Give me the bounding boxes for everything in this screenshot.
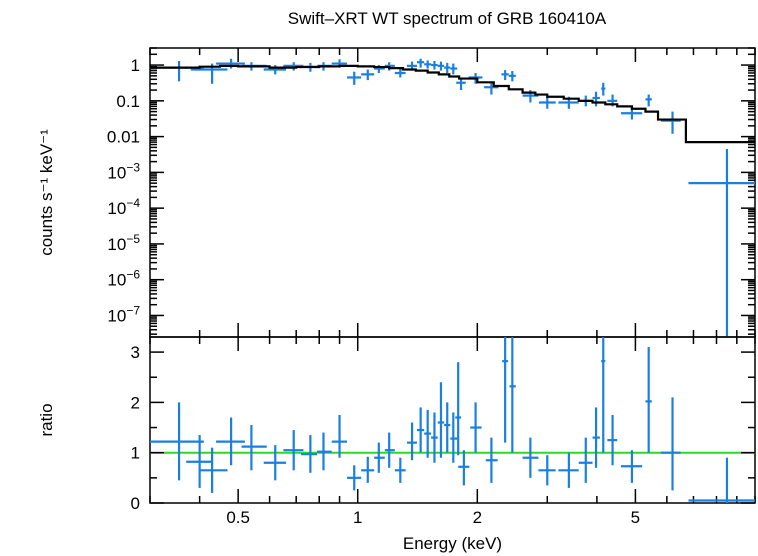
ratio-point xyxy=(645,347,652,453)
ratio-point xyxy=(406,422,418,461)
y-tick-label: 10−6 xyxy=(107,268,140,290)
ratio-point xyxy=(485,437,498,483)
ratio-point xyxy=(301,435,318,473)
ratio-point xyxy=(150,402,204,481)
ratio-data-points xyxy=(150,337,755,503)
spectrum-model-line xyxy=(150,64,755,144)
ratio-point xyxy=(450,412,458,463)
y-tick-label: 10−4 xyxy=(107,196,140,218)
ratio-point xyxy=(661,397,681,491)
spectrum-point xyxy=(283,62,304,71)
ratio-point xyxy=(621,450,643,483)
ratio-point xyxy=(384,432,395,468)
spectrum-y-axis-label: counts s⁻¹ keV⁻¹ xyxy=(37,129,56,256)
ratio-point xyxy=(502,337,509,443)
x-tick-label: 2 xyxy=(473,508,482,527)
spectrum-point xyxy=(688,149,755,337)
spectrum-point xyxy=(539,96,556,109)
spectrum-point xyxy=(347,71,362,85)
y-tick-label: 3 xyxy=(131,343,140,362)
spectrum-point xyxy=(508,71,516,82)
y-tick-label: 1 xyxy=(131,56,140,75)
spectrum-point xyxy=(361,69,375,81)
chart-title: Swift–XRT WT spectrum of GRB 160410A xyxy=(288,9,607,28)
y-tick-label: 10−3 xyxy=(107,160,140,182)
spectrum-point xyxy=(394,68,406,78)
ratio-panel-frame xyxy=(149,336,756,504)
ratio-point xyxy=(317,432,332,471)
spectrum-point xyxy=(645,94,652,107)
ratio-point xyxy=(374,442,385,473)
x-axis-label: Energy (keV) xyxy=(403,534,502,553)
spectrum-point xyxy=(601,82,606,96)
spectrum-ticks xyxy=(149,47,756,337)
spectrum-point xyxy=(444,62,451,74)
spectrum-point xyxy=(424,60,432,69)
ratio-point xyxy=(688,457,755,503)
spectrum-panel-frame xyxy=(149,47,756,338)
ratio-point xyxy=(455,362,462,456)
ratio-point xyxy=(607,414,618,466)
spectrum-point xyxy=(431,60,438,70)
y-tick-label: 0.01 xyxy=(107,128,140,147)
ratio-point xyxy=(558,452,579,488)
ratio-point xyxy=(331,414,348,458)
ratio-point xyxy=(216,417,245,466)
spectrum-point xyxy=(661,111,681,134)
y-tick-label: 1 xyxy=(131,444,140,463)
ratio-point xyxy=(522,437,539,478)
ratio-y-axis-label: ratio xyxy=(37,403,56,436)
x-tick-label: 5 xyxy=(631,508,640,527)
ratio-point xyxy=(509,337,516,453)
y-tick-label: 10−7 xyxy=(107,303,140,325)
ratio-point xyxy=(394,457,406,483)
spectrum-tick-labels: 1 0.1 0.01 10−3 10−4 10−5 10−6 10−7 xyxy=(107,56,140,325)
y-tick-label: 10−5 xyxy=(107,232,140,254)
x-tick-label: 0.5 xyxy=(226,508,250,527)
ratio-point xyxy=(241,425,267,471)
spectrum-point xyxy=(592,91,600,107)
spectrum-point xyxy=(417,58,425,68)
y-tick-label: 0.1 xyxy=(116,92,140,111)
spectrum-point xyxy=(484,82,499,95)
ratio-point xyxy=(424,409,432,458)
ratio-point xyxy=(347,465,362,491)
ratio-point xyxy=(601,337,606,453)
ratio-point xyxy=(458,450,470,486)
ratio-point xyxy=(199,447,228,493)
spectrum-panel: 1 0.1 0.01 10−3 10−4 10−5 10−6 10−7 counts s⁻¹ … xyxy=(37,47,756,338)
ratio-point xyxy=(538,455,556,486)
spectrum-point xyxy=(437,61,445,71)
spectrum-point xyxy=(150,60,204,82)
x-tick-label: 1 xyxy=(353,508,362,527)
y-tick-label: 2 xyxy=(131,393,140,412)
ratio-point xyxy=(283,430,304,471)
ratio-point xyxy=(444,402,451,453)
spectrum-point xyxy=(450,63,458,75)
ratio-point xyxy=(470,402,482,453)
ratio-ticks xyxy=(149,337,756,504)
ratio-panel: 0.5 1 2 5 0 1 2 3 ratio Energy (keV) xyxy=(37,336,756,553)
ratio-point xyxy=(592,407,600,468)
ratio-point xyxy=(437,382,445,458)
ratio-point xyxy=(186,435,213,488)
ratio-point xyxy=(431,412,438,463)
ratio-tick-labels: 0.5 1 2 5 0 1 2 3 xyxy=(131,343,641,527)
ratio-point xyxy=(417,407,425,453)
spectrum-point xyxy=(501,70,509,81)
ratio-point xyxy=(361,456,375,483)
spectrum-data-points xyxy=(150,58,755,337)
y-tick-label: 0 xyxy=(131,494,140,513)
ratio-point xyxy=(263,445,287,481)
ratio-point xyxy=(578,437,593,483)
